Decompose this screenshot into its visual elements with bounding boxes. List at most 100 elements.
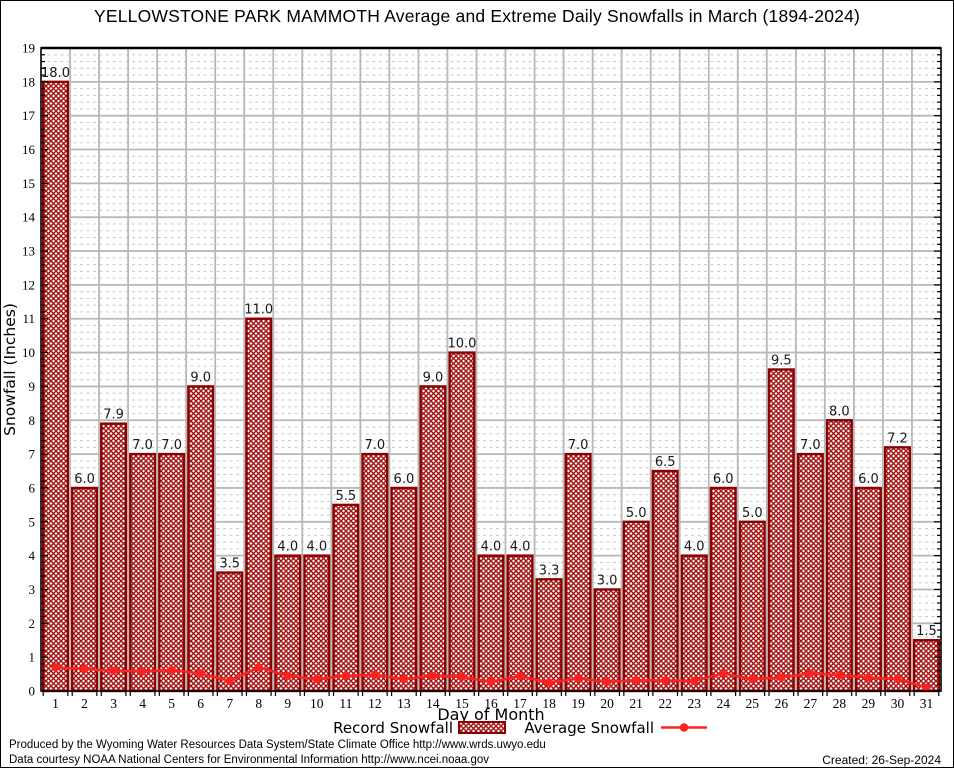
x-tick-8: 8 <box>255 696 262 711</box>
y-tick-11: 11 <box>22 311 35 326</box>
average-marker-day-18 <box>544 678 554 687</box>
bar-day-22 <box>651 469 679 693</box>
y-tick-0: 0 <box>29 684 36 699</box>
bar-day-27 <box>796 452 824 693</box>
x-tick-31: 31 <box>920 696 934 711</box>
bar-label-day-11: 5.5 <box>335 489 356 504</box>
average-marker-day-13 <box>399 674 409 684</box>
average-marker-day-4 <box>138 667 147 676</box>
bar-label-day-22: 6.5 <box>655 455 676 470</box>
bar-day-28 <box>825 419 853 693</box>
x-tick-16: 16 <box>484 696 498 711</box>
bar-day-21 <box>622 520 650 693</box>
y-tick-6: 6 <box>29 480 36 495</box>
bar-day-16 <box>477 554 505 693</box>
bar-day-12 <box>361 452 389 693</box>
x-tick-21: 21 <box>629 696 643 711</box>
legend: Record Snowfall Average Snowfall <box>333 719 707 737</box>
x-tick-12: 12 <box>368 696 382 711</box>
bar-day-14 <box>419 385 447 693</box>
x-tick-22: 22 <box>658 696 672 711</box>
bar-day-30 <box>883 446 911 693</box>
bar-day-18 <box>535 578 563 693</box>
average-marker-day-10 <box>312 674 322 684</box>
x-tick-18: 18 <box>542 696 556 711</box>
bar-label-day-10: 4.0 <box>306 540 327 555</box>
x-tick-27: 27 <box>804 696 818 711</box>
y-tick-12: 12 <box>22 277 35 292</box>
x-tick-4: 4 <box>139 696 146 711</box>
average-marker-day-16 <box>486 677 496 687</box>
bar-label-day-12: 7.0 <box>365 438 386 453</box>
x-tick-19: 19 <box>571 696 585 711</box>
bar-label-day-14: 9.0 <box>423 370 444 385</box>
footer-producer: Produced by the Wyoming Water Resources … <box>9 739 546 751</box>
bar-day-2 <box>71 486 99 693</box>
bar-day-24 <box>709 486 737 693</box>
bar-label-day-15: 10.0 <box>447 337 476 352</box>
x-tick-5: 5 <box>168 696 175 711</box>
bar-day-23 <box>680 554 708 693</box>
bar-label-day-30: 7.2 <box>887 431 908 446</box>
y-axis-title: Snowfall (Inches) <box>1 303 19 436</box>
average-marker-day-19 <box>573 674 583 683</box>
average-marker-day-11 <box>341 671 351 680</box>
bar-label-day-24: 6.0 <box>713 472 734 487</box>
average-marker-day-12 <box>370 670 380 679</box>
bar-day-20 <box>593 588 621 693</box>
x-tick-7: 7 <box>226 696 233 711</box>
bar-label-day-1: 18.0 <box>41 66 70 81</box>
x-tick-23: 23 <box>687 696 701 711</box>
average-marker-day-24 <box>719 669 728 678</box>
bar-label-day-5: 7.0 <box>161 438 182 453</box>
bar-day-13 <box>390 486 418 693</box>
legend-marker-average-snowfall <box>679 723 689 732</box>
x-tick-6: 6 <box>197 696 204 711</box>
bar-label-day-6: 9.0 <box>190 370 211 385</box>
x-tick-29: 29 <box>862 696 876 711</box>
x-tick-17: 17 <box>513 696 527 711</box>
bar-day-19 <box>564 452 592 693</box>
y-tick-16: 16 <box>22 142 36 157</box>
bar-label-day-17: 4.0 <box>510 540 531 555</box>
y-tick-13: 13 <box>22 244 35 259</box>
y-tick-18: 18 <box>22 74 35 89</box>
bar-label-day-2: 6.0 <box>74 472 95 487</box>
bar-day-6 <box>187 385 215 693</box>
x-tick-14: 14 <box>426 696 440 711</box>
legend-label-average-snowfall: Average Snowfall <box>524 719 654 737</box>
average-marker-day-5 <box>167 665 176 675</box>
bar-day-17 <box>506 554 534 693</box>
y-tick-4: 4 <box>29 548 36 563</box>
bar-label-day-29: 6.0 <box>858 472 879 487</box>
x-tick-15: 15 <box>455 696 469 711</box>
y-tick-5: 5 <box>29 514 36 529</box>
bar-label-day-16: 4.0 <box>481 540 502 555</box>
bar-day-3 <box>100 422 128 693</box>
y-tick-1: 1 <box>29 650 36 665</box>
bar-day-15 <box>448 351 476 693</box>
x-tick-9: 9 <box>284 696 291 711</box>
average-marker-day-23 <box>690 676 699 686</box>
y-tick-14: 14 <box>22 210 36 225</box>
bar-day-11 <box>332 503 360 693</box>
footer-created-date: Created: 26-Sep-2024 <box>822 753 941 767</box>
bar-label-day-26: 9.5 <box>771 354 792 369</box>
average-marker-day-8 <box>254 663 263 672</box>
average-marker-day-20 <box>602 677 612 687</box>
bar-label-day-18: 3.3 <box>539 563 560 578</box>
average-marker-day-2 <box>80 664 89 674</box>
bar-label-day-9: 4.0 <box>277 540 298 555</box>
chart-title: YELLOWSTONE PARK MAMMOTH Average and Ext… <box>93 6 861 26</box>
bar-label-day-4: 7.0 <box>132 438 153 453</box>
x-tick-20: 20 <box>600 696 614 711</box>
bar-label-day-21: 5.0 <box>626 506 647 521</box>
average-marker-day-9 <box>283 671 292 680</box>
y-tick-8: 8 <box>29 413 36 428</box>
y-tick-9: 9 <box>29 379 36 394</box>
average-marker-day-30 <box>893 674 902 684</box>
average-marker-day-7 <box>225 676 234 686</box>
average-marker-day-22 <box>660 676 670 685</box>
bar-day-5 <box>158 452 186 693</box>
